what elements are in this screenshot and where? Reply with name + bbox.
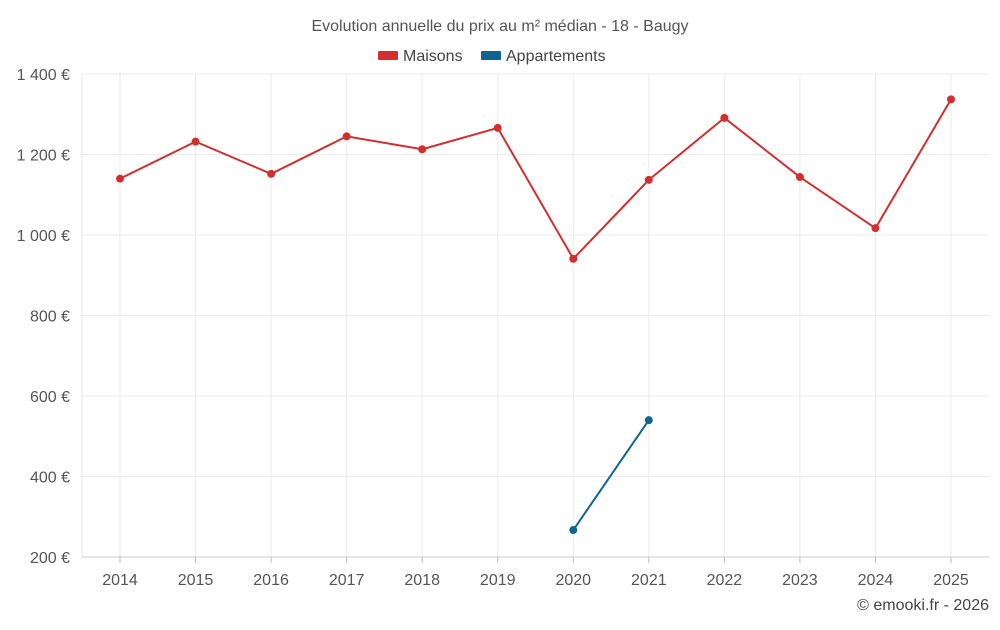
x-tick-label: 2016	[253, 572, 289, 589]
x-tick-label: 2014	[102, 572, 138, 589]
x-tick-label: 2015	[178, 572, 214, 589]
data-point-maisons[interactable]	[720, 113, 729, 122]
series-line-appartements	[572, 419, 650, 532]
legend-item-appartements[interactable]: Appartements	[481, 48, 606, 65]
credit-text: © emooki.fr - 2026	[857, 597, 989, 614]
x-tick-label: 2019	[480, 572, 516, 589]
y-tick-label: 1 400 €	[17, 67, 70, 84]
data-point-maisons[interactable]	[644, 175, 653, 184]
legend-swatch-maisons	[378, 51, 398, 60]
series-appartements	[569, 416, 653, 535]
data-point-maisons[interactable]	[267, 169, 276, 178]
data-point-maisons[interactable]	[116, 174, 124, 183]
data-point-maisons[interactable]	[493, 123, 502, 132]
y-tick-label: 200 €	[30, 550, 70, 567]
legend-item-maisons[interactable]: Maisons	[378, 48, 463, 65]
legend-label-appartements: Appartements	[506, 48, 606, 65]
legend-label-maisons: Maisons	[403, 48, 463, 65]
y-tick-label: 400 €	[30, 470, 70, 487]
data-point-maisons[interactable]	[191, 137, 200, 146]
series-maisons	[116, 95, 955, 263]
legend: Maisons Appartements	[378, 48, 606, 65]
x-tick-label: 2024	[858, 572, 894, 589]
x-tick-label: 2020	[555, 572, 591, 589]
data-point-maisons[interactable]	[418, 145, 427, 154]
x-tick-label: 2017	[329, 572, 365, 589]
data-point-maisons[interactable]	[569, 254, 578, 263]
x-tick-label: 2018	[404, 572, 440, 589]
x-tick-label: 2021	[631, 572, 667, 589]
x-tick-label: 2025	[933, 572, 969, 589]
x-tick-label: 2023	[782, 572, 818, 589]
data-point-maisons[interactable]	[342, 132, 351, 141]
y-tick-label: 600 €	[30, 389, 70, 406]
data-point-appartements[interactable]	[569, 526, 578, 535]
series-lines	[116, 95, 955, 535]
y-tick-label: 800 €	[30, 309, 70, 326]
grid	[82, 73, 989, 557]
data-point-maisons[interactable]	[795, 173, 804, 182]
y-tick-label: 1 000 €	[17, 228, 70, 245]
series-line-maisons	[119, 98, 952, 260]
axes: 200 € 400 € 600 € 800 € 1 000 € 1 200 € 1 400 …	[17, 67, 989, 589]
chart-title: Evolution annuelle du prix au m² médian …	[311, 18, 688, 35]
x-tick-label: 2022	[707, 572, 743, 589]
legend-swatch-appartements	[481, 51, 501, 60]
data-point-maisons[interactable]	[871, 224, 880, 233]
y-tick-label: 1 200 €	[17, 148, 70, 165]
data-point-maisons[interactable]	[947, 95, 955, 104]
data-point-appartements[interactable]	[644, 416, 653, 425]
